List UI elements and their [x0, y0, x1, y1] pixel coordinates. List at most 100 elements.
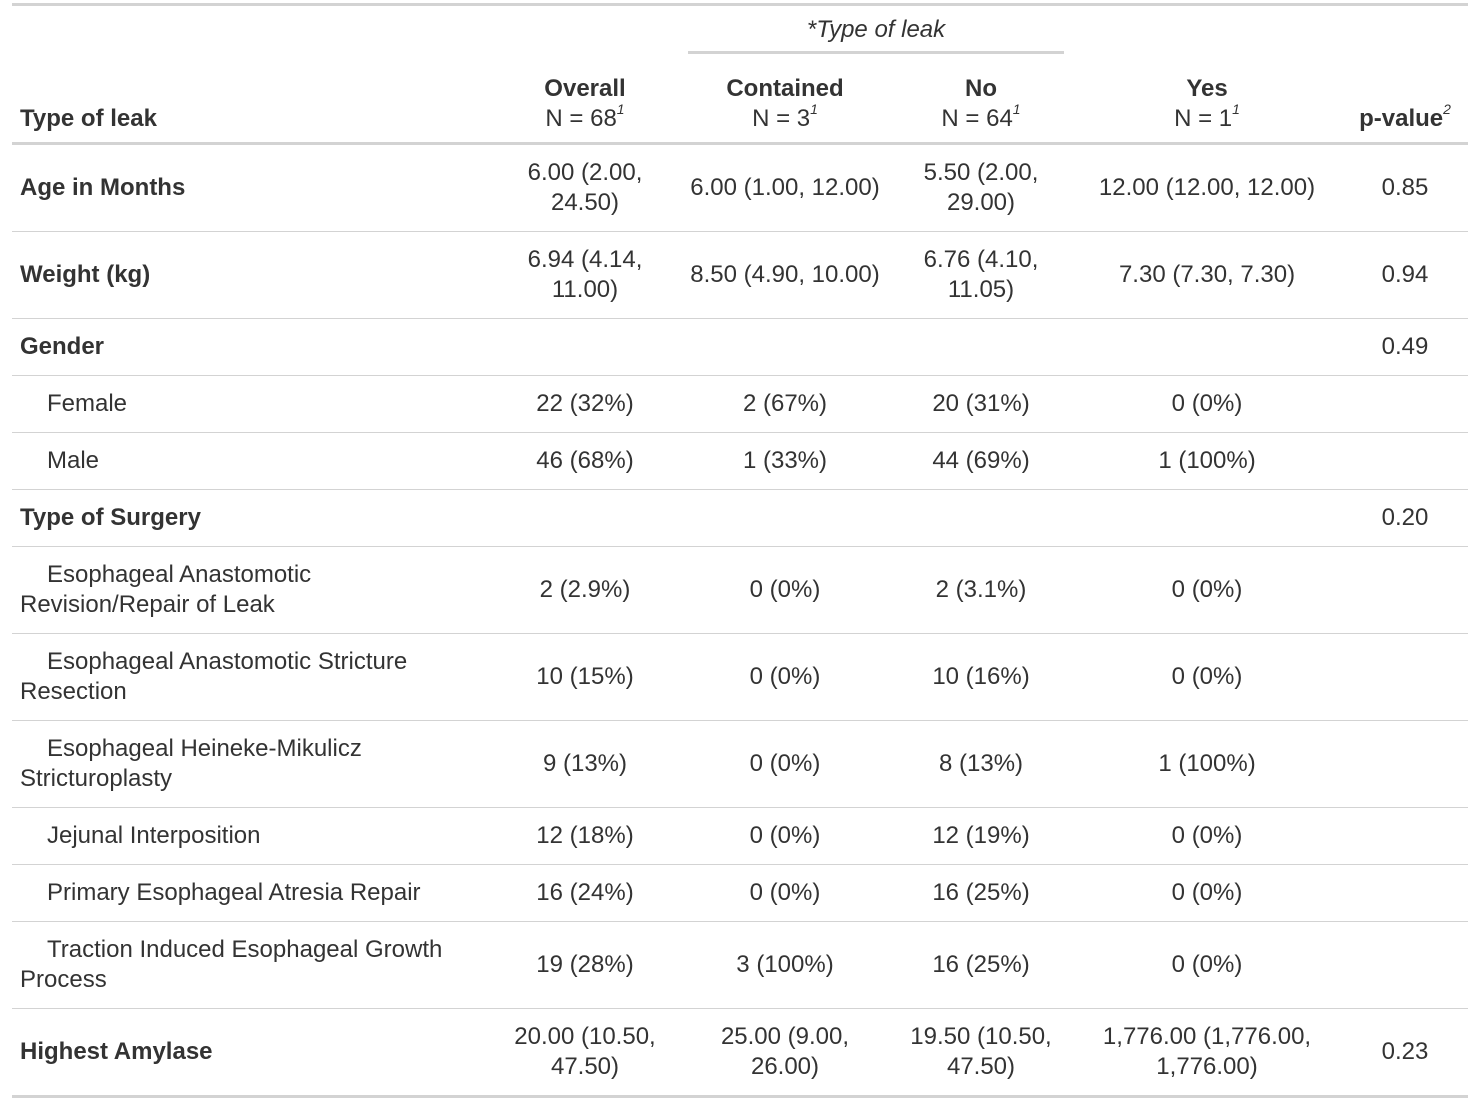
table-row: Esophageal Anastomotic Stricture Resecti…: [12, 633, 1469, 721]
column-n: N = 1: [1174, 105, 1233, 132]
cell-pvalue: 0.20: [1342, 489, 1469, 547]
cell-overall: 22 (32%): [490, 375, 680, 433]
row-label: Esophageal Anastomotic Stricture Resecti…: [12, 633, 490, 721]
cell-yes: 1 (100%): [1072, 432, 1343, 490]
cell-contained: [680, 318, 890, 376]
cell-yes: 12.00 (12.00, 12.00): [1072, 143, 1343, 232]
cell-yes: 0 (0%): [1072, 633, 1343, 721]
cell-overall: 2 (2.9%): [490, 546, 680, 634]
row-label: Weight (kg): [12, 231, 490, 319]
spanner-empty-cell: [1342, 5, 1468, 55]
table-row: Age in Months 6.00 (2.00, 24.50) 6.00 (1…: [12, 143, 1469, 232]
spanner-star: *: [806, 16, 817, 43]
row-label: Traction Induced Esophageal Growth Proce…: [12, 921, 490, 1009]
spanner-underline: [688, 51, 1065, 54]
table-row: Esophageal Heineke-Mikulicz Stricturopla…: [12, 720, 1469, 808]
cell-pvalue: [1342, 807, 1469, 865]
cell-pvalue: [1342, 921, 1469, 1009]
cell-pvalue: 0.94: [1342, 231, 1469, 319]
summary-table: *Type of leak Type of leak Overall N = 6…: [12, 3, 1469, 1098]
cell-contained: 0 (0%): [680, 807, 890, 865]
column-name: Yes: [1186, 75, 1228, 102]
cell-no: 16 (25%): [890, 864, 1073, 922]
column-n: N = 68: [545, 105, 617, 132]
cell-overall: [490, 489, 680, 547]
footnote-marker: 1: [1012, 101, 1021, 117]
footnote-marker: 1: [1232, 101, 1240, 117]
table-row: Jejunal Interposition 12 (18%) 0 (0%) 12…: [12, 807, 1469, 865]
cell-pvalue: [1342, 633, 1469, 721]
spanner-empty-cell: [1072, 5, 1342, 55]
spanner-row: *Type of leak: [12, 4, 1469, 55]
table-header: *Type of leak Type of leak Overall N = 6…: [12, 4, 1469, 145]
cell-contained: 25.00 (9.00, 26.00): [680, 1008, 890, 1098]
cell-contained: 0 (0%): [680, 720, 890, 808]
cell-overall: 20.00 (10.50, 47.50): [490, 1008, 680, 1098]
row-label: Male: [12, 432, 490, 490]
table-row: Traction Induced Esophageal Growth Proce…: [12, 921, 1469, 1009]
cell-contained: 2 (67%): [680, 375, 890, 433]
cell-no: 2 (3.1%): [890, 546, 1073, 634]
cell-overall: 6.00 (2.00, 24.50): [490, 143, 680, 232]
cell-yes: 0 (0%): [1072, 921, 1343, 1009]
table-row: Esophageal Anastomotic Revision/Repair o…: [12, 546, 1469, 634]
cell-yes: [1072, 318, 1343, 376]
cell-overall: 19 (28%): [490, 921, 680, 1009]
table-row: Male 46 (68%) 1 (33%) 44 (69%) 1 (100%): [12, 432, 1469, 490]
table-row: Primary Esophageal Atresia Repair 16 (24…: [12, 864, 1469, 922]
table-row: Female 22 (32%) 2 (67%) 20 (31%) 0 (0%): [12, 375, 1469, 433]
summary-table-container: *Type of leak Type of leak Overall N = 6…: [12, 3, 1469, 1098]
cell-no: 10 (16%): [890, 633, 1073, 721]
cell-no: [890, 318, 1073, 376]
spanner-label: Type of leak: [816, 16, 946, 43]
cell-yes: 7.30 (7.30, 7.30): [1072, 231, 1343, 319]
table-body: Age in Months 6.00 (2.00, 24.50) 6.00 (1…: [12, 143, 1469, 1098]
column-name: Overall: [544, 75, 626, 102]
cell-no: 16 (25%): [890, 921, 1073, 1009]
cell-yes: 0 (0%): [1072, 546, 1343, 634]
table-row: Type of Surgery 0.20: [12, 489, 1469, 547]
cell-contained: 1 (33%): [680, 432, 890, 490]
column-n: N = 3: [752, 105, 811, 132]
cell-yes: 0 (0%): [1072, 807, 1343, 865]
cell-overall: 12 (18%): [490, 807, 680, 865]
column-name: p-value: [1359, 105, 1444, 132]
cell-yes: 0 (0%): [1072, 375, 1343, 433]
row-label: Type of Surgery: [12, 489, 490, 547]
column-n: N = 64: [941, 105, 1013, 132]
footnote-marker: 1: [810, 101, 818, 117]
cell-yes: [1072, 489, 1343, 547]
cell-pvalue: 0.23: [1342, 1008, 1469, 1098]
cell-no: 5.50 (2.00, 29.00): [890, 143, 1073, 232]
row-label: Primary Esophageal Atresia Repair: [12, 864, 490, 922]
column-header-no: No N = 641: [890, 54, 1073, 145]
column-header-label: Type of leak: [12, 54, 490, 145]
footnote-marker: 2: [1443, 101, 1451, 117]
cell-contained: 0 (0%): [680, 864, 890, 922]
cell-pvalue: [1342, 375, 1469, 433]
cell-contained: 8.50 (4.90, 10.00): [680, 231, 890, 319]
cell-no: 19.50 (10.50, 47.50): [890, 1008, 1073, 1098]
row-label: Female: [12, 375, 490, 433]
spanner-header: *Type of leak: [680, 5, 1072, 54]
column-header-yes: Yes N = 11: [1072, 54, 1343, 145]
column-name: No: [965, 75, 997, 102]
footnote-marker: 1: [616, 101, 625, 117]
cell-pvalue: [1342, 546, 1469, 634]
cell-yes: 1 (100%): [1072, 720, 1343, 808]
column-name: Contained: [726, 75, 844, 102]
cell-yes: 1,776.00 (1,776.00, 1,776.00): [1072, 1008, 1343, 1098]
cell-overall: 46 (68%): [490, 432, 680, 490]
table-row: Weight (kg) 6.94 (4.14, 11.00) 8.50 (4.9…: [12, 231, 1469, 319]
spanner-empty-cell: [490, 5, 680, 55]
cell-overall: 6.94 (4.14, 11.00): [490, 231, 680, 319]
column-header-pvalue: p-value2: [1342, 54, 1469, 145]
row-label: Jejunal Interposition: [12, 807, 490, 865]
cell-pvalue: 0.85: [1342, 143, 1469, 232]
cell-overall: 10 (15%): [490, 633, 680, 721]
cell-contained: 6.00 (1.00, 12.00): [680, 143, 890, 232]
cell-no: 20 (31%): [890, 375, 1073, 433]
cell-pvalue: [1342, 432, 1469, 490]
cell-contained: 0 (0%): [680, 633, 890, 721]
cell-pvalue: [1342, 720, 1469, 808]
